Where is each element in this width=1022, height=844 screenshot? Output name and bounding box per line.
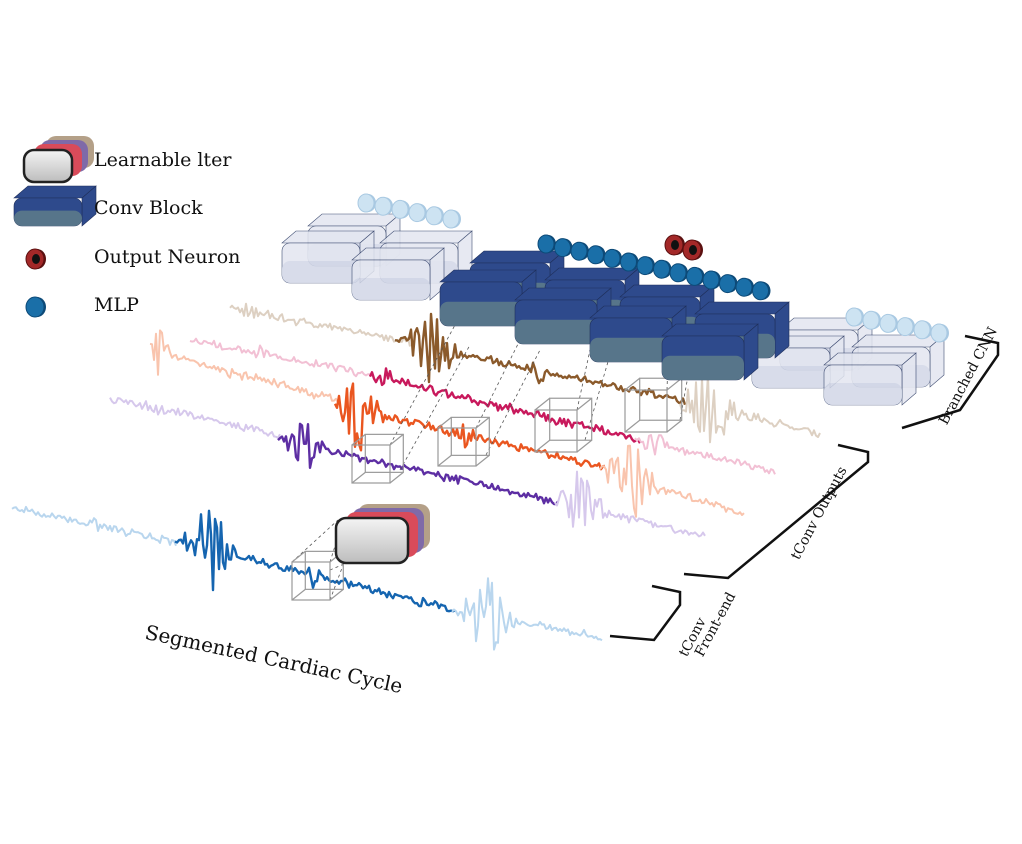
section-brackets (609, 334, 1000, 642)
learnable-filter-icon (22, 136, 94, 184)
input-projection-line (291, 519, 339, 563)
mlp-neuron (620, 252, 639, 272)
input-signal (174, 509, 456, 613)
faded-conv-block (823, 352, 917, 406)
tconv-cube-1 (351, 433, 404, 484)
mlp-neuron (570, 241, 589, 261)
tconv-projection-line (576, 349, 591, 411)
magenta-signal-faded-start (189, 337, 370, 378)
brown-signal-faded-start (229, 302, 411, 347)
tconv-projection-line (584, 354, 611, 441)
purple-signal-faded-end (554, 470, 706, 538)
mlp-neuron (537, 234, 556, 254)
input-projection-line (329, 559, 346, 601)
purple-signal (277, 422, 559, 506)
mlp-neuron (554, 238, 573, 258)
tconv-projection-line (475, 339, 521, 429)
conv-block-icon (13, 185, 97, 227)
input-signal-faded-start (11, 505, 177, 547)
mlp-neuron (636, 256, 655, 276)
conv-blocks (439, 250, 790, 381)
faded-mlp-neuron (374, 196, 393, 216)
mlp-neuron (735, 277, 754, 297)
legend-label-mlp: MLP (94, 294, 139, 316)
tconv-cube-3 (534, 397, 593, 453)
legend-label-conv-block: Conv Block (94, 197, 203, 219)
learnable-filter (334, 504, 430, 565)
faded-mlp-neuron (391, 199, 410, 219)
tconv-projection-line (389, 324, 456, 446)
faded-mlp-neuron (930, 323, 949, 343)
input-signal-faded-end (451, 577, 603, 651)
tconv-projection-line (485, 349, 541, 456)
purple-signal-faded-start (109, 397, 281, 439)
faded-mlp-neuron (442, 209, 461, 229)
tconv-frontend-bracket (609, 584, 682, 642)
faded-mlp-neuron (845, 307, 864, 327)
output-neuron (664, 234, 685, 256)
orange-signal (333, 382, 606, 471)
signal-traces (11, 302, 821, 651)
legend-label-output-neuron: Output Neuron (94, 246, 241, 268)
mlp-neuron (669, 263, 688, 283)
receptive-field-cubes (291, 377, 683, 601)
orange-signal-faded-end (599, 444, 745, 518)
brown-signal (394, 312, 687, 406)
faded-mlp-neuron (913, 320, 932, 340)
legend-label-learnable-filter: Learnable lter (94, 149, 232, 171)
magenta-signal-faded-end (634, 434, 776, 475)
branched-cnn-bracket (901, 334, 1000, 430)
mlp-neuron (587, 245, 606, 265)
magenta-signal (368, 367, 642, 444)
conv-block (661, 323, 759, 381)
mlp-neurons (357, 193, 949, 343)
faded-mlp-neuron (896, 317, 915, 337)
brown-signal-faded-end (679, 374, 821, 444)
mlp-neuron (719, 274, 738, 294)
input-cube (291, 550, 344, 601)
mlp-neuron (686, 266, 705, 286)
tconv-outputs-bracket (683, 443, 870, 580)
mlp-neuron (653, 259, 672, 279)
output-neuron-icon (25, 248, 46, 270)
tconv-cube-2 (437, 416, 490, 467)
learnable-filter-main (334, 504, 430, 565)
legend-icons (13, 136, 97, 318)
tconv-cube-4 (624, 377, 683, 433)
mlp-neuron (752, 281, 771, 301)
faded-mlp-neuron (862, 310, 881, 330)
faded-conv-block (351, 247, 445, 301)
mlp-neuron (702, 270, 721, 290)
mlp-icon (25, 296, 46, 318)
faded-mlp-neuron (425, 206, 444, 226)
output-neuron (682, 239, 703, 261)
faded-mlp-neuron (879, 313, 898, 333)
orange-signal-faded-start (149, 329, 341, 404)
faded-mlp-neuron (357, 193, 376, 213)
faded-mlp-neuron (408, 203, 427, 223)
mlp-neuron (603, 248, 622, 268)
